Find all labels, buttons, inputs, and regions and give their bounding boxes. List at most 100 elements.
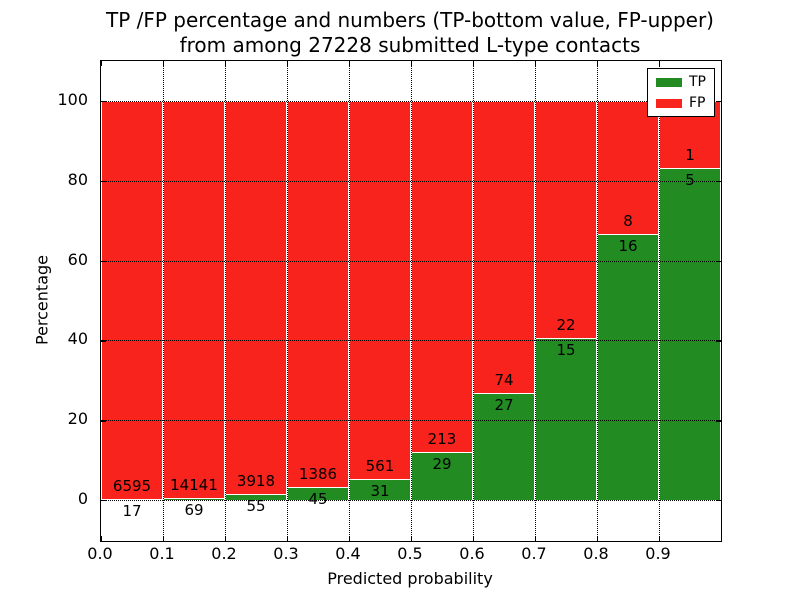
- stacked-bar: [225, 101, 287, 500]
- x-gridline: [163, 61, 164, 541]
- tp-count-label: 5: [685, 170, 695, 189]
- tp-count-label: 17: [122, 501, 142, 520]
- x-tick-bottom: [225, 536, 227, 541]
- tp-segment: [350, 479, 410, 500]
- tp-segment: [660, 167, 720, 500]
- x-tick-top: [163, 61, 165, 66]
- stacked-bar: [411, 101, 473, 500]
- stacked-bar: [597, 101, 659, 500]
- fp-count-label: 74: [494, 371, 514, 390]
- y-tick-label: 20: [67, 409, 88, 429]
- x-tick-label: 0.4: [335, 544, 361, 563]
- fp-swatch-icon: [656, 98, 682, 108]
- y-tick-right: [716, 500, 721, 502]
- fp-segment: [164, 101, 224, 499]
- x-tick-label: 0.0: [87, 544, 113, 563]
- x-tick-top: [225, 61, 227, 66]
- x-gridline: [659, 61, 660, 541]
- chart-title-line2: from among 27228 submitted L-type contac…: [179, 33, 641, 57]
- y-tick-label: 40: [67, 329, 88, 349]
- x-tick-top: [411, 61, 413, 66]
- y-tick-left: [101, 180, 106, 183]
- tp-segment: [288, 487, 348, 500]
- tp-segment: [412, 452, 472, 500]
- x-axis-label: Predicted probability: [327, 569, 493, 588]
- x-tick-label: 0.2: [211, 544, 237, 563]
- tp-segment: [536, 338, 596, 500]
- tp-count-label: 27: [494, 396, 514, 415]
- fp-count-label: 6595: [112, 476, 152, 495]
- x-tick-top: [535, 61, 537, 66]
- tp-count-label: 55: [246, 497, 266, 516]
- legend-label-fp: FP: [689, 95, 706, 111]
- y-tick-right: [716, 420, 721, 422]
- y-gridline: [101, 260, 721, 262]
- x-tick-bottom: [349, 536, 351, 541]
- x-tick-bottom: [163, 536, 165, 541]
- y-tick-label: 80: [67, 169, 88, 189]
- x-tick-top: [597, 61, 599, 66]
- fp-segment: [102, 101, 162, 499]
- x-tick-top: [659, 61, 661, 66]
- y-tick-right: [716, 260, 721, 262]
- x-gridline: [349, 61, 350, 541]
- fp-count-label: 14141: [170, 476, 218, 495]
- fp-count-label: 8: [623, 212, 633, 230]
- plot-area: 6595 17 14141 69 3918 55 1386 45 561 31 213 29 74 27 2…: [100, 60, 722, 542]
- fp-segment: [350, 101, 410, 480]
- y-tick-left: [101, 500, 106, 502]
- x-tick-top: [287, 61, 289, 66]
- tp-segment: [474, 393, 534, 500]
- fp-count-label: 213: [427, 430, 457, 449]
- x-tick-bottom: [473, 536, 475, 541]
- y-tick-left: [101, 101, 106, 103]
- tp-count-label: 69: [184, 501, 204, 520]
- tp-count-label: 31: [370, 482, 390, 501]
- fp-count-label: 1386: [298, 465, 338, 484]
- x-tick-bottom: [659, 536, 661, 541]
- x-tick-label: 0.1: [149, 544, 175, 563]
- x-tick-bottom: [597, 536, 599, 541]
- x-tick-bottom: [287, 536, 289, 541]
- x-tick-bottom: [101, 536, 103, 541]
- stacked-bar: [101, 101, 163, 500]
- stacked-bar: [473, 101, 535, 500]
- x-tick-label: 0.7: [521, 544, 547, 563]
- y-tick-label: 60: [67, 249, 88, 269]
- tp-segment: [226, 494, 286, 500]
- fp-count-label: 3918: [236, 472, 276, 491]
- stacked-bar: [535, 101, 597, 500]
- fp-segment: [474, 101, 534, 394]
- y-gridline: [101, 420, 721, 422]
- tp-segment: [164, 498, 224, 500]
- y-gridline: [101, 500, 721, 501]
- x-tick-top: [101, 61, 103, 66]
- y-tick-left: [101, 420, 106, 422]
- stacked-bar: [163, 101, 225, 500]
- x-tick-top: [349, 61, 351, 66]
- x-gridline: [473, 61, 474, 541]
- tp-count-label: 29: [432, 455, 452, 474]
- x-gridline: [225, 61, 226, 541]
- y-tick-right: [716, 180, 721, 183]
- legend-item-tp: TP: [656, 75, 706, 89]
- y-tick-label: 100: [57, 90, 88, 109]
- y-tick-left: [101, 260, 106, 262]
- fp-segment: [536, 101, 596, 339]
- x-tick-bottom: [411, 536, 413, 541]
- legend-item-fp: FP: [656, 96, 706, 110]
- fp-segment: [412, 101, 472, 453]
- y-tick-right: [716, 101, 721, 103]
- tp-swatch-icon: [656, 77, 682, 87]
- x-tick-label: 0.5: [397, 544, 423, 563]
- legend: TP FP: [647, 68, 715, 117]
- x-gridline: [287, 61, 288, 541]
- fp-count-label: 22: [556, 316, 576, 335]
- x-tick-label: 0.6: [459, 544, 485, 563]
- y-tick-label: 0: [77, 489, 88, 508]
- x-gridline: [535, 61, 536, 541]
- y-axis-label: Percentage: [32, 254, 52, 346]
- tp-count-label: 45: [308, 490, 328, 509]
- y-gridline: [101, 340, 721, 342]
